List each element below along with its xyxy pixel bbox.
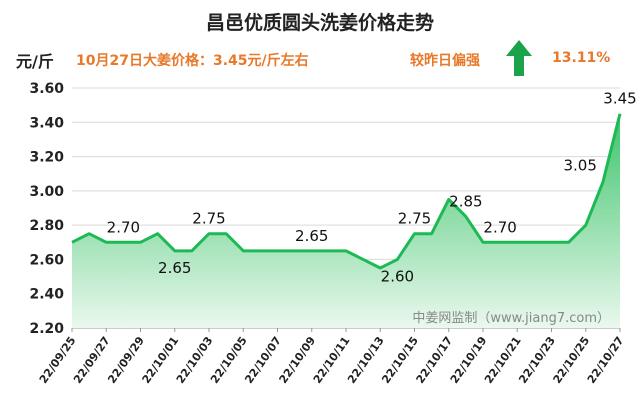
- compare-label: 较昨日偏强: [410, 53, 480, 69]
- data-label: 2.60: [381, 267, 414, 285]
- x-ticks: 22/09/2522/09/2722/09/2922/10/0122/10/03…: [37, 328, 626, 386]
- y-tick-label: 3.00: [29, 184, 64, 200]
- chart-title: 昌邑优质圆头洗姜价格走势: [205, 12, 434, 34]
- y-tick-label: 2.60: [29, 252, 64, 268]
- data-label: 2.70: [483, 218, 516, 236]
- y-ticks: 2.20 2.40 2.60 2.80 3.00 3.20 3.40 3.60: [29, 81, 64, 337]
- data-label: 2.75: [398, 210, 431, 228]
- y-tick-label: 3.20: [29, 150, 64, 166]
- watermark: 中姜网监制（www.jiang7.com）: [412, 311, 610, 326]
- data-label: 2.70: [107, 218, 140, 236]
- change-percent: 13.11%: [552, 50, 611, 66]
- y-tick-label: 2.80: [29, 218, 64, 234]
- y-tick-label: 2.20: [29, 321, 64, 337]
- price-note: 10月27日大姜价格：3.45元/斤左右: [76, 53, 309, 69]
- data-label: 3.05: [563, 156, 596, 174]
- y-tick-label: 3.60: [29, 81, 64, 97]
- data-label: 2.85: [449, 193, 482, 211]
- data-labels: 2.702.652.752.652.602.752.852.703.053.45: [107, 90, 637, 286]
- y-axis-unit: 元/斤: [16, 52, 54, 71]
- y-tick-label: 3.40: [29, 115, 64, 131]
- data-label: 2.75: [192, 210, 225, 228]
- price-area: [72, 113, 620, 328]
- y-tick-label: 2.40: [29, 287, 64, 303]
- area-fill-layer: [71, 113, 622, 328]
- up-arrow-icon: [506, 40, 532, 76]
- data-label: 2.65: [295, 227, 328, 245]
- data-label: 3.45: [603, 90, 636, 108]
- data-label: 2.65: [158, 259, 191, 277]
